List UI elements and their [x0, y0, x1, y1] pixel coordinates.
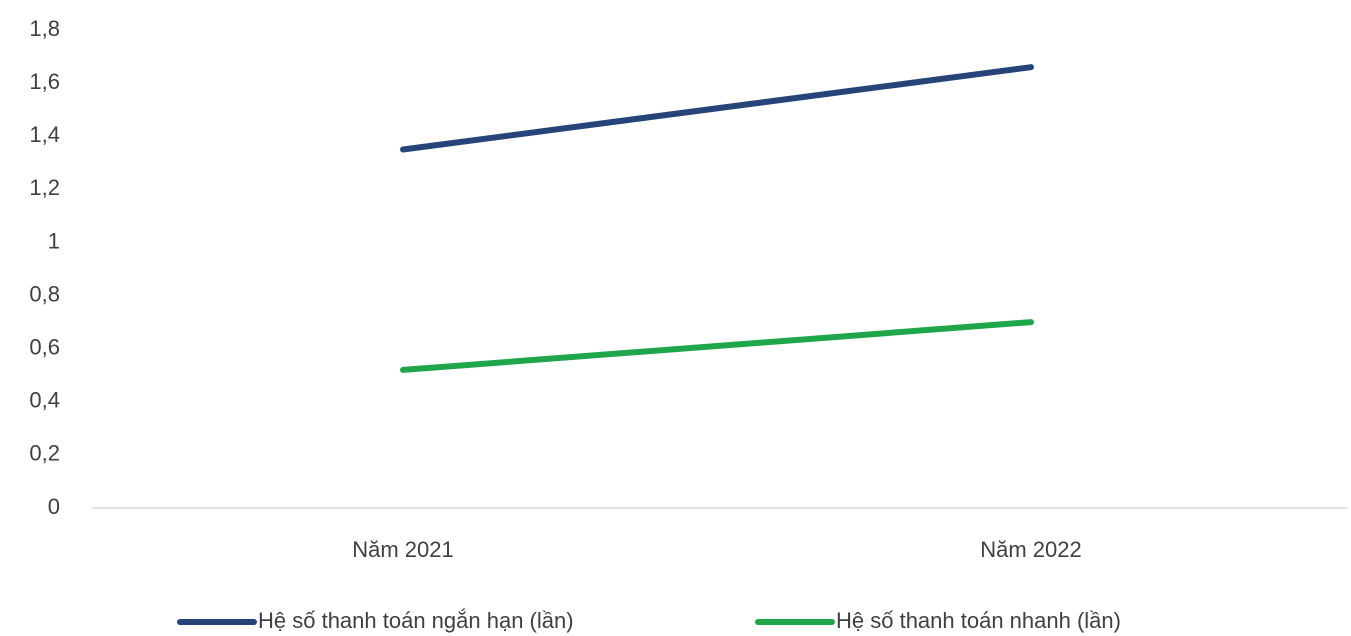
y-tick-label: 1,8 [29, 16, 60, 41]
y-tick-label: 1,6 [29, 69, 60, 94]
y-tick-label: 0,2 [29, 441, 60, 466]
x-tick-label: Năm 2021 [352, 537, 454, 562]
y-tick-label: 1 [48, 228, 60, 253]
y-tick-label: 1,2 [29, 175, 60, 200]
y-tick-label: 0 [48, 494, 60, 519]
series-line [400, 319, 1034, 373]
series-line [400, 64, 1034, 153]
legend-label: Hệ số thanh toán ngắn hạn (lần) [258, 608, 574, 633]
y-tick-label: 0,8 [29, 281, 60, 306]
x-tick-label: Năm 2022 [980, 537, 1082, 562]
legend-label: Hệ số thanh toán nhanh (lần) [836, 608, 1121, 633]
y-tick-label: 0,6 [29, 334, 60, 359]
y-tick-label: 1,4 [29, 122, 60, 147]
y-tick-label: 0,4 [29, 388, 60, 413]
